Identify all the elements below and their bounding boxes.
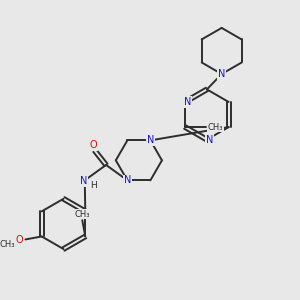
Text: N: N (147, 135, 154, 146)
Text: O: O (89, 140, 97, 150)
Text: N: N (80, 176, 87, 186)
Text: N: N (218, 69, 225, 79)
Text: CH₃: CH₃ (75, 210, 90, 219)
Text: H: H (90, 181, 96, 190)
Text: O: O (15, 235, 23, 245)
Text: CH₃: CH₃ (0, 240, 16, 249)
Text: N: N (124, 175, 131, 185)
Text: N: N (184, 97, 191, 107)
Text: CH₃: CH₃ (208, 123, 223, 132)
Text: N: N (206, 135, 213, 145)
